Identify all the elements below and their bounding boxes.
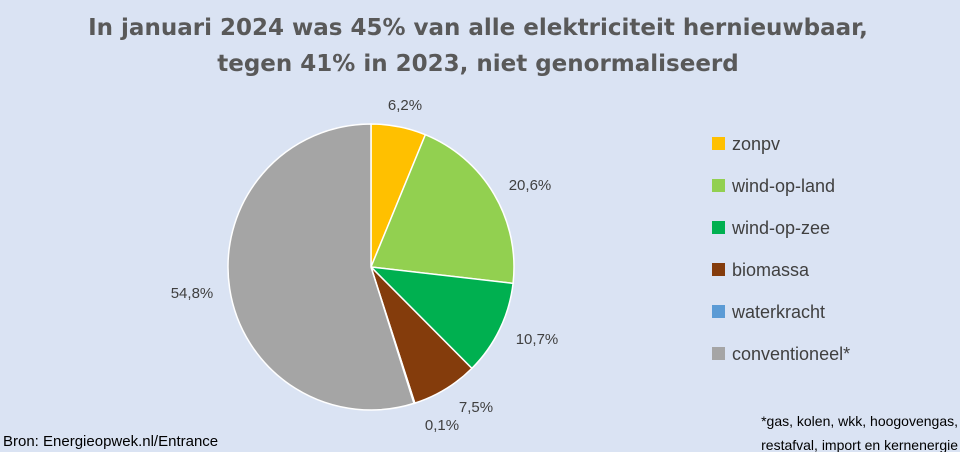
legend-swatch-wind-op-zee (712, 221, 725, 234)
data-label-waterkracht: 0,1% (425, 417, 459, 434)
data-label-biomassa: 7,5% (459, 399, 493, 416)
chart-title: In januari 2024 was 45% van alle elektri… (88, 15, 868, 41)
data-label-conventioneel: 54,8% (171, 285, 214, 302)
pie-slice-wind-op-land (369, 133, 515, 285)
source-note: Bron: Energieopwek.nl/Entrance (3, 433, 218, 450)
legend-swatch-wind-op-land (712, 179, 725, 192)
legend-swatch-biomassa (712, 263, 725, 276)
data-label-zonpv: 6,2% (388, 97, 422, 114)
legend-swatch-zonpv (712, 137, 725, 150)
legend-label-wind-op-land: wind-op-land (731, 176, 835, 196)
legend-swatch-waterkracht (712, 305, 725, 318)
pie-slice-wind-op-zee (368, 266, 514, 370)
legend-label-zonpv: zonpv (732, 134, 780, 154)
legend-swatch-conventioneel (712, 347, 725, 360)
footnote-line-1: *gas, kolen, wkk, hoogovengas, (761, 413, 958, 429)
legend-label-conventioneel: conventioneel* (732, 344, 850, 364)
chart-subtitle: tegen 41% in 2023, niet genormaliseerd (217, 51, 739, 77)
legend: zonpv wind-op-land wind-op-zee biomassa wate… (712, 134, 850, 364)
legend-label-biomassa: biomassa (732, 260, 810, 280)
data-label-wind-op-land: 20,6% (509, 177, 552, 194)
pie-slice-conventioneel (227, 123, 415, 411)
data-labels: 6,2% 20,6% 10,7% 7,5%0,1% 54,8% (171, 97, 559, 434)
legend-label-wind-op-zee: wind-op-zee (731, 218, 830, 238)
data-label-wind-op-zee: 10,7% (516, 331, 559, 348)
legend-label-waterkracht: waterkracht (731, 302, 825, 322)
footnote-line-2: restafval, import en kernenergie (761, 437, 958, 452)
pie-slices (227, 123, 515, 411)
